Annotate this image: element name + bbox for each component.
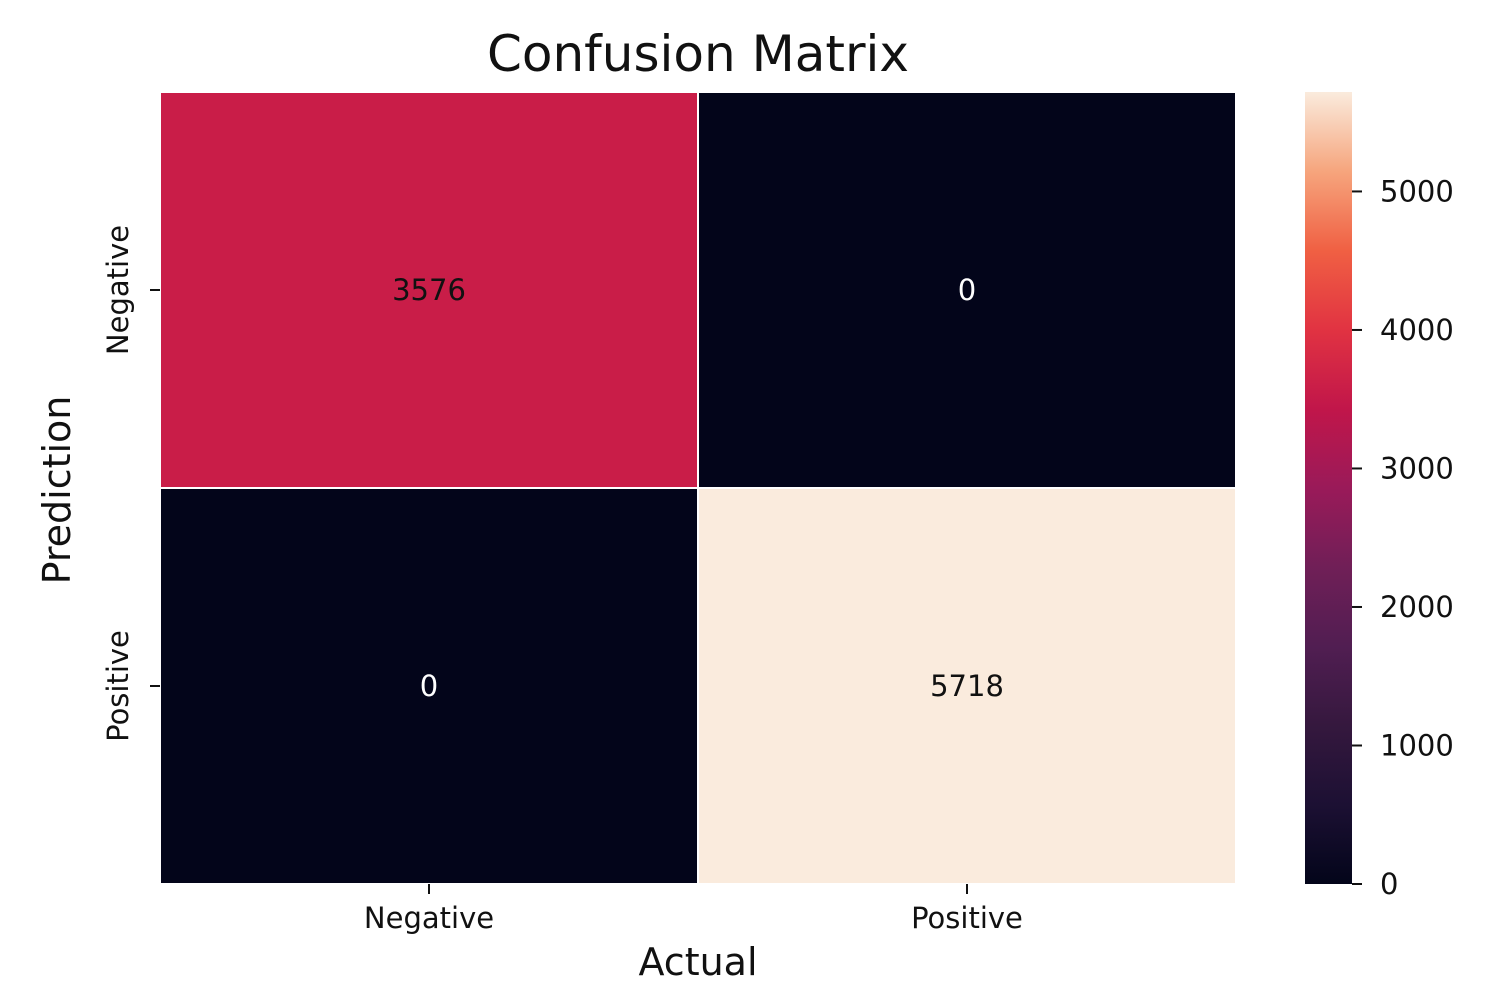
colorbar-tick-label: 5000 xyxy=(1380,174,1454,208)
cell-value-label: 0 xyxy=(420,669,438,703)
colorbar-ticks: 0 1000 2000 3000 4000 5000 xyxy=(1352,174,1454,901)
x-tick-label: Positive xyxy=(911,901,1023,935)
x-axis-label: Actual xyxy=(638,940,757,984)
colorbar-tick-label: 3000 xyxy=(1380,451,1454,485)
heatmap-cells xyxy=(159,91,1237,885)
colorbar-tick-label: 4000 xyxy=(1380,313,1454,347)
cell-value-label: 3576 xyxy=(392,273,466,307)
cell-value-label: 5718 xyxy=(930,669,1004,703)
y-tick-label: Negative xyxy=(101,225,135,355)
heatmap-cell-negative-positive xyxy=(697,91,1237,489)
y-tick-label: Positive xyxy=(101,630,135,742)
colorbar-tick-label: 2000 xyxy=(1380,590,1454,624)
heatmap-cell-negative-negative xyxy=(159,91,699,489)
x-axis-ticks: Negative Positive xyxy=(364,884,1023,935)
chart-title: Confusion Matrix xyxy=(487,25,909,83)
heatmap-cell-positive-negative xyxy=(159,487,699,885)
y-axis-label: Prediction xyxy=(35,396,79,585)
y-axis-ticks: Negative Positive xyxy=(101,225,160,742)
x-tick-label: Negative xyxy=(364,901,494,935)
colorbar-tick-label: 0 xyxy=(1380,867,1398,901)
heatmap-cell-labels: 3576 0 0 5718 xyxy=(392,273,1004,703)
heatmap-cell-positive-positive xyxy=(697,487,1237,885)
cell-value-label: 0 xyxy=(958,273,976,307)
colorbar-tick-label: 1000 xyxy=(1380,728,1454,762)
colorbar xyxy=(1305,92,1352,884)
